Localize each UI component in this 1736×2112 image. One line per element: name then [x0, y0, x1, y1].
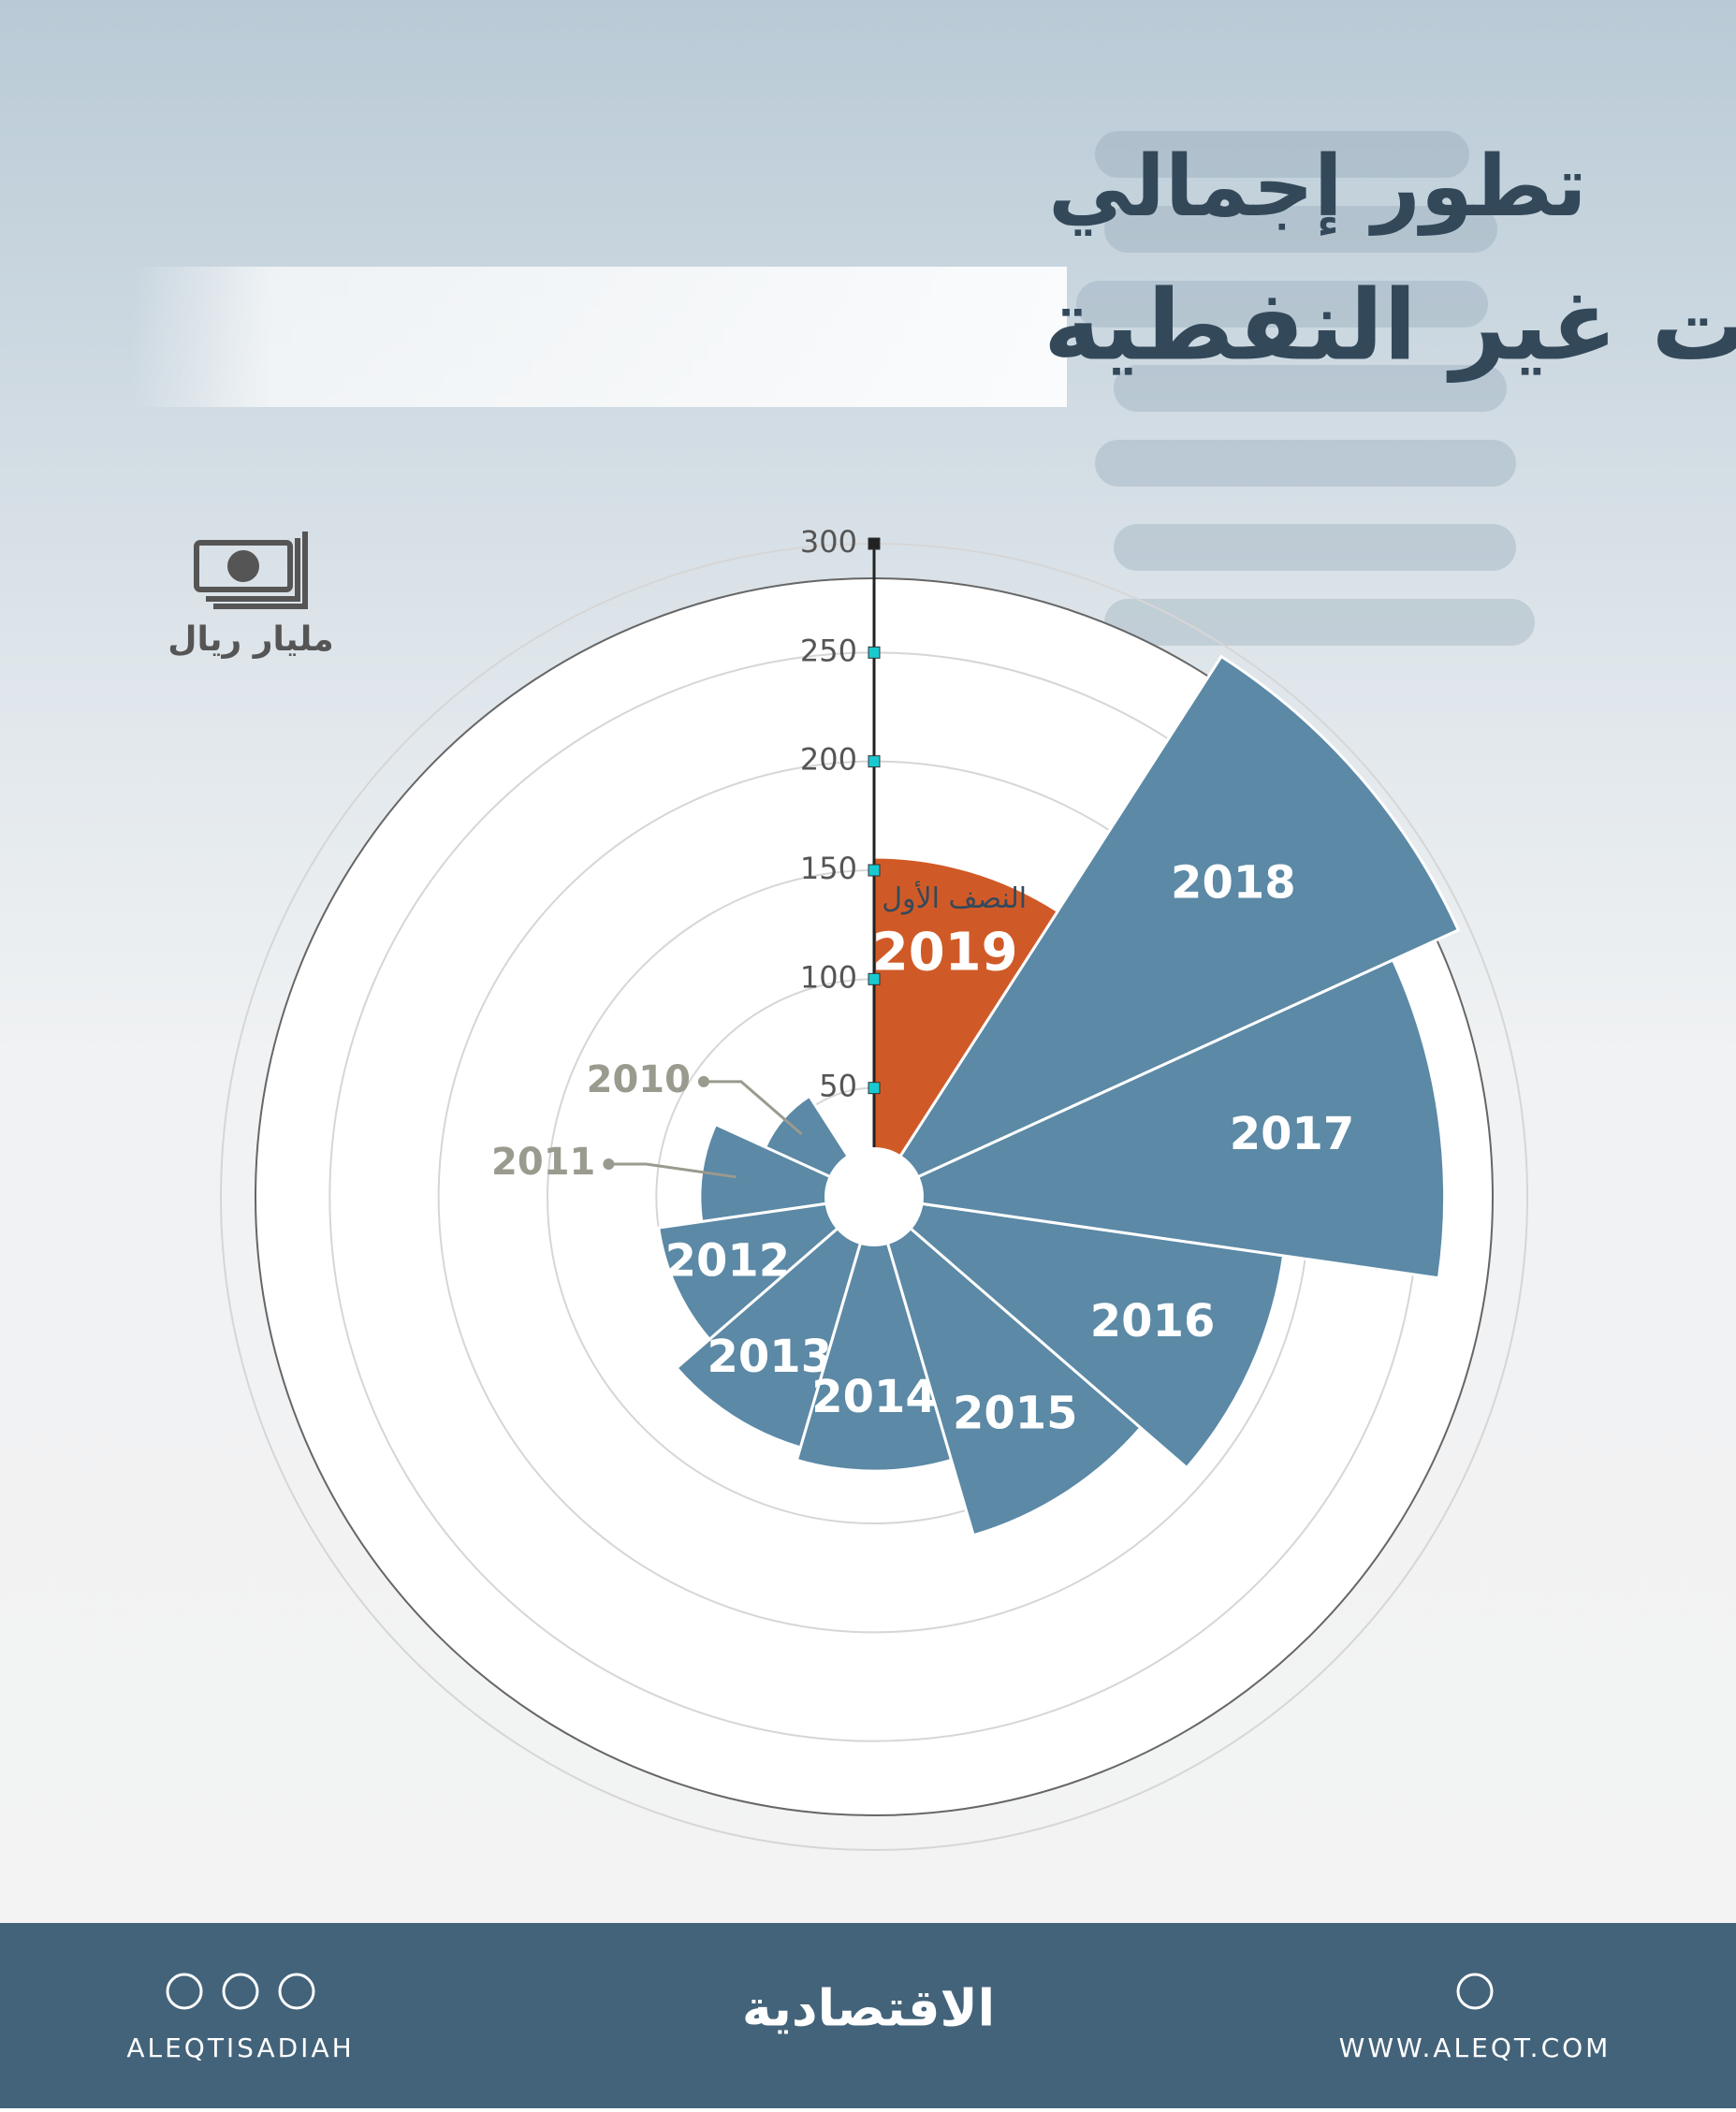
leader-dot — [603, 1158, 615, 1170]
y-tick-label: 50 — [819, 1069, 857, 1104]
y-tick-label: 200 — [800, 742, 857, 778]
category-label: 2010 — [587, 1058, 691, 1101]
leader-line — [608, 1162, 737, 1179]
title-banner — [131, 267, 1067, 407]
leader-line — [703, 1080, 803, 1136]
coins-decoration — [1076, 131, 1535, 646]
leader-dot — [697, 1075, 709, 1087]
category-label: 2016 — [1090, 1295, 1216, 1347]
bar — [795, 1191, 954, 1473]
title: الإيرادات غير النفطية — [1043, 268, 1736, 383]
category-label: 2017 — [1230, 1108, 1355, 1160]
bar — [869, 654, 1461, 1201]
tick-mark — [868, 1082, 881, 1095]
y-tick-label: 300 — [800, 524, 857, 560]
category-label: 2012 — [665, 1235, 791, 1288]
category-label: 2015 — [953, 1388, 1078, 1440]
bar — [657, 1194, 879, 1342]
tick-mark — [868, 864, 881, 877]
logo: الاقتصادية — [742, 1979, 995, 2038]
category-label: 2011 — [491, 1141, 595, 1184]
tick-mark — [868, 537, 881, 550]
title: تطور إجمالي — [1048, 138, 1587, 236]
category-label: 2018 — [1171, 856, 1296, 909]
bar — [871, 1192, 1143, 1537]
y-tick-label: 150 — [800, 851, 857, 886]
category-label: 2013 — [708, 1331, 833, 1383]
bar — [868, 957, 1447, 1280]
category-label: 2019 — [872, 922, 1018, 983]
category-label: 2014 — [811, 1371, 937, 1423]
footer — [0, 1923, 1736, 2108]
y-tick-label: 100 — [800, 959, 857, 995]
bar — [872, 855, 1060, 1202]
center-hole — [824, 1147, 924, 1246]
tick-mark — [868, 646, 881, 659]
bar — [674, 1192, 877, 1449]
website: WWW.ALEQT.COM — [1339, 2032, 1612, 2063]
tick-mark — [868, 972, 881, 985]
social-icons — [166, 1973, 1494, 2010]
y-tick-label: 250 — [800, 633, 857, 668]
unit-label: مليار ريال — [168, 620, 333, 659]
bar — [869, 1194, 1286, 1470]
tick-mark — [868, 755, 881, 768]
money-icon — [194, 532, 308, 609]
annotation: النصف الأول — [882, 880, 1027, 915]
social-handle: ALEQTISADIAH — [126, 2032, 354, 2063]
